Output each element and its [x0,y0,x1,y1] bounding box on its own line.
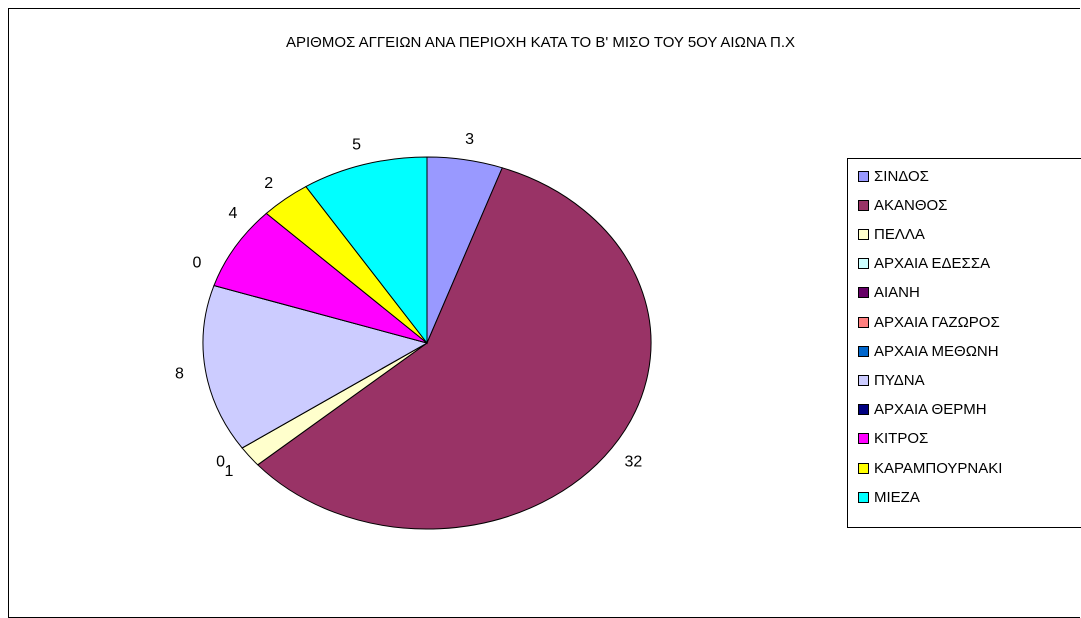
legend-item: ΚΑΡΑΜΠΟΥΡΝΑΚΙ [858,458,1002,478]
legend-label: ΠΕΛΛΑ [874,225,925,243]
legend-item: ΠΥΔΝΑ [858,370,925,390]
legend: ΣΙΝΔΟΣ ΑΚΑΝΘΟΣ ΠΕΛΛΑ ΑΡΧΑΙΑ ΕΔΕΣΣΑ ΑΙΑΝΗ ΑΡΧΑ… [847,158,1081,528]
data-label-μιεζα: 5 [352,136,361,153]
legend-swatch [858,462,869,474]
data-label-καραμπουρνακι: 2 [264,175,273,192]
legend-swatch [858,258,869,270]
legend-swatch [858,287,869,299]
legend-item: ΣΙΝΔΟΣ [858,166,929,186]
pie-slices [202,156,652,530]
legend-label: ΑΡΧΑΙΑ ΓΑΖΩΡΟΣ [874,313,1000,331]
legend-label: ΑΡΧΑΙΑ ΕΔΕΣΣΑ [874,255,991,273]
data-label-κιτρος: 4 [229,205,238,222]
legend-label: ΑΚΑΝΘΟΣ [874,196,948,214]
legend-swatch [858,170,869,182]
legend-label: ΚΑΡΑΜΠΟΥΡΝΑΚΙ [874,459,1003,477]
legend-swatch [858,404,869,416]
legend-swatch [858,345,869,357]
legend-item: ΜΙΕΖΑ [858,487,920,507]
legend-item: ΑΡΧΑΙΑ ΘΕΡΜΗ [858,400,987,420]
legend-item: ΑΡΧΑΙΑ ΜΕΘΩΝΗ [858,341,999,361]
legend-swatch [858,491,869,503]
pie-slice-μιεζα [305,156,428,345]
legend-label: ΑΡΧΑΙΑ ΘΕΡΜΗ [874,401,987,419]
legend-item: ΑΚΑΝΘΟΣ [858,195,947,215]
legend-item: ΑΡΧΑΙΑ ΓΑΖΩΡΟΣ [858,312,1000,332]
legend-label: ΣΙΝΔΟΣ [874,167,929,185]
legend-item: ΚΙΤΡΟΣ [858,429,928,449]
legend-swatch [858,316,869,328]
legend-label: ΚΙΤΡΟΣ [874,430,929,448]
pie-slice-κιτρος [213,212,428,344]
data-label-πελλα: 1 [225,463,234,480]
data-label-πυδνα: 8 [175,366,184,383]
legend-item: ΑΙΑΝΗ [858,283,920,303]
data-label-ακανθος: 32 [625,453,643,470]
legend-label: ΜΙΕΖΑ [874,488,920,506]
legend-item: ΠΕΛΛΑ [858,224,925,244]
legend-item: ΑΡΧΑΙΑ ΕΔΕΣΣΑ [858,254,990,274]
legend-swatch [858,374,869,386]
legend-label: ΑΡΧΑΙΑ ΜΕΘΩΝΗ [874,342,999,360]
chart-title: ΑΡΙΘΜΟΣ ΑΓΓΕΙΩΝ ΑΝΑ ΠΕΡΙΟΧΗ ΚΑΤΑ ΤΟ Β' Μ… [286,34,795,51]
data-label-αρχαια-εδεσσα: 0 [216,453,225,470]
legend-label: ΑΙΑΝΗ [874,284,920,302]
pie-slice-ακανθος [256,167,652,530]
pie-slice-πυδνα [202,284,429,449]
legend-label: ΠΥΔΝΑ [874,371,925,389]
data-label-σινδος: 3 [465,131,474,148]
legend-swatch [858,433,869,445]
legend-swatch [858,199,869,211]
data-label-κιτρος: 0 [193,255,202,272]
legend-swatch [858,228,869,240]
